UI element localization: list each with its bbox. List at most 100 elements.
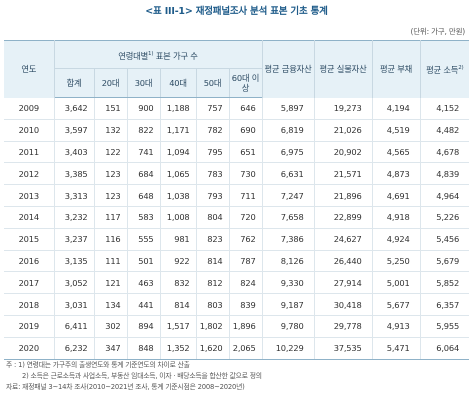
- cell-income: 5,679: [419, 250, 470, 273]
- header-age-group-suffix: 표본 가구 수: [153, 50, 198, 61]
- table-row: 2013 3,313 123 648 1,038 793 711 7,247 21,896 4,6…: [4, 184, 470, 207]
- cell-age-40s: 1,352: [159, 337, 197, 360]
- cell-age-40s: 981: [159, 228, 197, 251]
- cell-debt: 4,194: [371, 97, 421, 120]
- cell-age-20s: 134: [93, 293, 128, 316]
- table-row: 2010 3,597 132 822 1,171 782 690 6,819 21,026 4,5…: [4, 119, 470, 142]
- cell-debt: 4,519: [371, 119, 421, 142]
- cell-financial-assets: 9,187: [261, 293, 315, 316]
- header-year: 연도: [4, 40, 55, 98]
- cell-age-50s: 812: [195, 271, 230, 295]
- table-row: 2017 3,052 121 463 832 812 824 9,330 27,914 5,001…: [4, 271, 470, 295]
- footnote-1-text: : 1) 연령대는 가구주의 출생연도와 통계 기준연도의 차이로 산출: [14, 361, 190, 369]
- cell-age-50s: 757: [195, 97, 230, 120]
- cell-age-20s: 122: [93, 141, 128, 164]
- table-row: 2015 3,237 116 555 981 823 762 7,386 24,627 4,924…: [4, 228, 470, 251]
- header-income: 평균 소득2): [419, 40, 470, 98]
- header-40s: 40대: [159, 68, 197, 98]
- source-note: 자료: 재정패널 3~14차 조사(2010~2021년 조사, 통계 기준시점…: [6, 383, 245, 391]
- cell-financial-assets: 8,126: [261, 250, 315, 273]
- cell-age-30s: 648: [126, 184, 161, 207]
- cell-age-40s: 922: [159, 250, 197, 273]
- cell-financial-assets: 5,897: [261, 97, 315, 120]
- cell-age-60s-plus: 646: [228, 97, 263, 120]
- header-real-assets: 평균 실물자산: [313, 40, 373, 98]
- cell-total: 3,031: [53, 293, 95, 316]
- cell-age-40s: 1,065: [159, 162, 197, 186]
- header-total: 합계: [54, 68, 95, 98]
- cell-age-30s: 900: [126, 97, 161, 120]
- cell-age-60s-plus: 730: [228, 162, 263, 186]
- cell-year: 2020: [4, 337, 55, 360]
- cell-age-20s: 132: [93, 119, 128, 142]
- cell-year: 2017: [4, 271, 55, 295]
- cell-real-assets: 29,778: [313, 315, 373, 338]
- cell-age-20s: 117: [93, 206, 128, 229]
- cell-real-assets: 24,627: [313, 228, 373, 251]
- cell-age-20s: 123: [93, 184, 128, 207]
- cell-total: 6,232: [53, 337, 95, 360]
- statistics-table: 연도 연령대별1) 표본 가구 수 평균 금융자산 평균 실물자산 평균 부채 …: [4, 40, 470, 360]
- table-body: 2009 3,642 151 900 1,188 757 646 5,897 19,273 4,1…: [4, 97, 470, 360]
- cell-real-assets: 30,418: [313, 293, 373, 316]
- cell-debt: 4,565: [371, 141, 421, 164]
- cell-real-assets: 21,571: [313, 162, 373, 186]
- header-financial-assets: 평균 금융자산: [261, 40, 315, 98]
- cell-age-30s: 848: [126, 337, 161, 360]
- header-row-2: 합계 20대 30대 40대 50대 60대 이상: [4, 68, 469, 98]
- cell-income: 5,226: [419, 206, 470, 229]
- cell-total: 3,237: [53, 228, 95, 251]
- cell-age-50s: 823: [195, 228, 230, 251]
- cell-financial-assets: 7,247: [261, 184, 315, 207]
- header-row-1: 연도 연령대별1) 표본 가구 수 평균 금융자산 평균 실물자산 평균 부채 …: [4, 40, 470, 98]
- header-60s-plus: 60대 이상: [228, 68, 263, 98]
- cell-debt: 5,001: [371, 271, 421, 295]
- cell-financial-assets: 6,631: [261, 162, 315, 186]
- cell-year: 2019: [4, 315, 55, 338]
- cell-real-assets: 22,899: [313, 206, 373, 229]
- unit-label: (단위: 가구, 만원): [410, 27, 465, 36]
- header-20s: 20대: [93, 68, 128, 98]
- cell-year: 2016: [4, 250, 55, 273]
- cell-year: 2014: [4, 206, 55, 229]
- cell-age-30s: 441: [126, 293, 161, 316]
- header-income-label: 평균 소득: [426, 65, 459, 76]
- cell-real-assets: 20,902: [313, 141, 373, 164]
- cell-age-60s-plus: 651: [228, 141, 263, 164]
- cell-debt: 5,250: [371, 250, 421, 273]
- cell-real-assets: 21,896: [313, 184, 373, 207]
- cell-debt: 4,691: [371, 184, 421, 207]
- cell-age-30s: 501: [126, 250, 161, 273]
- cell-age-40s: 1,517: [159, 315, 197, 338]
- table-row: 2020 6,232 347 848 1,352 1,620 2,065 10,229 37,5…: [4, 337, 470, 360]
- cell-age-50s: 793: [195, 184, 230, 207]
- header-30s: 30대: [126, 68, 161, 98]
- cell-income: 5,852: [419, 271, 470, 295]
- table-row: 2018 3,031 134 441 814 803 839 9,187 30,418 5,677…: [4, 293, 470, 316]
- cell-age-50s: 782: [195, 119, 230, 142]
- cell-age-20s: 123: [93, 162, 128, 186]
- table-row: 2012 3,385 123 684 1,065 783 730 6,631 21,571 4,8…: [4, 162, 470, 186]
- cell-financial-assets: 7,386: [261, 228, 315, 251]
- cell-age-50s: 803: [195, 293, 230, 316]
- cell-age-50s: 814: [195, 250, 230, 273]
- cell-age-60s-plus: 839: [228, 293, 263, 316]
- cell-age-20s: 116: [93, 228, 128, 251]
- header-age-group-label: 연령대별: [118, 50, 149, 61]
- cell-total: 3,313: [53, 184, 95, 207]
- cell-age-60s-plus: 762: [228, 228, 263, 251]
- cell-age-50s: 1,802: [195, 315, 230, 338]
- cell-age-20s: 111: [93, 250, 128, 273]
- cell-year: 2010: [4, 119, 55, 142]
- cell-age-30s: 555: [126, 228, 161, 251]
- cell-age-60s-plus: 1,896: [228, 315, 263, 338]
- cell-financial-assets: 9,780: [261, 315, 315, 338]
- cell-total: 3,597: [53, 119, 95, 142]
- cell-debt: 4,924: [371, 228, 421, 251]
- cell-total: 3,385: [53, 162, 95, 186]
- cell-year: 2012: [4, 162, 55, 186]
- header-50s: 50대: [195, 68, 230, 98]
- cell-year: 2013: [4, 184, 55, 207]
- cell-real-assets: 19,273: [313, 97, 373, 120]
